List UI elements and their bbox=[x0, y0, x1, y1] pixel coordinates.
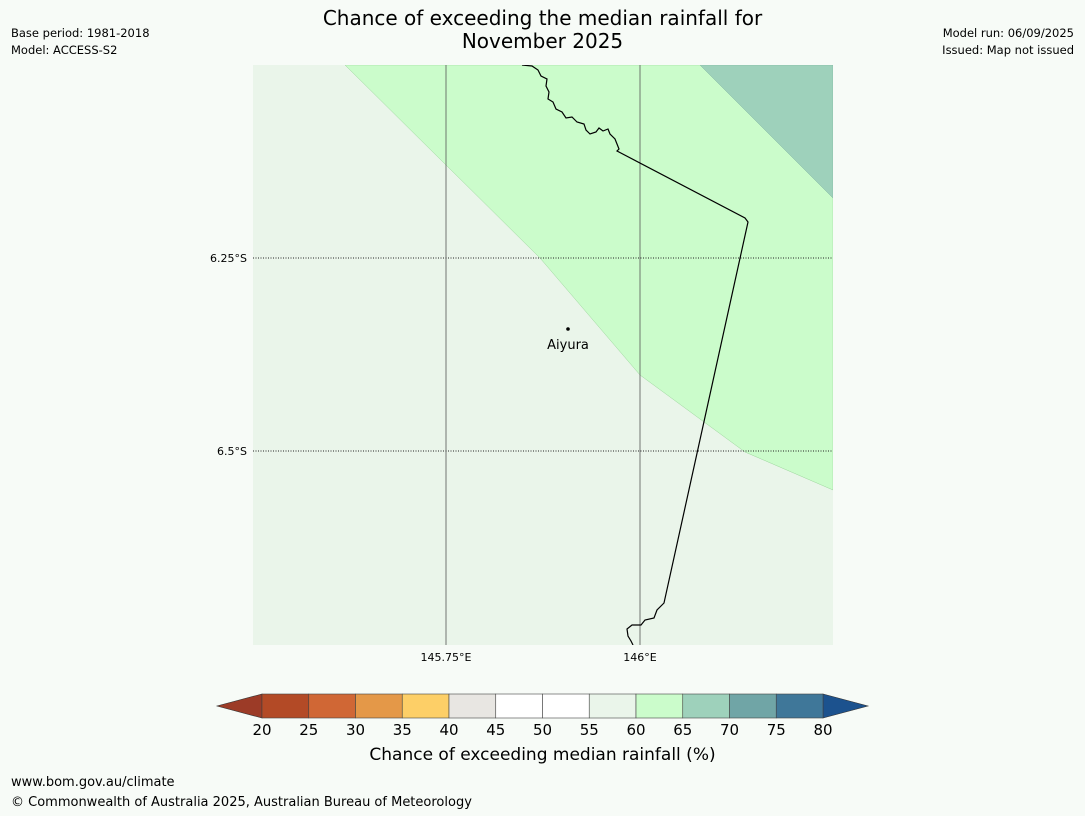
base-period-label: Base period: 1981-2018 bbox=[11, 26, 150, 40]
map-area bbox=[253, 65, 833, 645]
colorbar-bin-70-75 bbox=[729, 693, 777, 719]
colorbar-tick-label: 60 bbox=[626, 721, 645, 739]
title-line-1: Chance of exceeding the median rainfall … bbox=[322, 6, 763, 30]
colorbar-overflow-arrow bbox=[822, 693, 870, 719]
place-label: Aiyura bbox=[547, 338, 589, 353]
run-info: Model run: 06/09/2025 Issued: Map not is… bbox=[942, 25, 1074, 59]
probability-region-65-70 bbox=[699, 65, 833, 199]
colorbar-bin-50-55 bbox=[542, 693, 590, 719]
lat-label-6-25: 6.25°S bbox=[210, 252, 247, 265]
lon-label-146: 146°E bbox=[623, 651, 656, 664]
colorbar-tick-label: 50 bbox=[533, 721, 552, 739]
colorbar-bin-55-60 bbox=[588, 693, 637, 719]
map-title: Chance of exceeding the median rainfall … bbox=[250, 7, 835, 53]
colorbar-tick-label: 25 bbox=[299, 721, 318, 739]
copyright-notice: © Commonwealth of Australia 2025, Austra… bbox=[11, 795, 472, 810]
model-run-label: Model run: 06/09/2025 bbox=[942, 26, 1074, 40]
lon-label-145-75: 145.75°E bbox=[421, 651, 472, 664]
place-marker-aiyura: Aiyura bbox=[547, 327, 589, 353]
colorbar-bin-60-65 bbox=[635, 693, 684, 719]
colorbar-label: Chance of exceeding median rainfall (%) bbox=[369, 745, 716, 765]
issued-label: Issued: Map not issued bbox=[942, 43, 1074, 57]
colorbar-bin-40-45 bbox=[448, 693, 497, 719]
colorbar-bin-65-70 bbox=[682, 693, 730, 719]
probability-region-60-65 bbox=[344, 65, 833, 491]
lat-label-6-5: 6.5°S bbox=[217, 445, 247, 458]
colorbar-tick-label: 30 bbox=[346, 721, 365, 739]
model-info: Base period: 1981-2018 Model: ACCESS-S2 bbox=[11, 25, 150, 59]
place-dot bbox=[566, 327, 570, 331]
colorbar-bin-25-30 bbox=[308, 693, 356, 719]
border-coastline bbox=[521, 65, 749, 645]
colorbar-tick-label: 55 bbox=[580, 721, 599, 739]
colorbar-bin-75-80 bbox=[775, 693, 824, 719]
colorbar-tick-label: 80 bbox=[813, 721, 832, 739]
colorbar-underflow-arrow bbox=[215, 693, 263, 719]
colorbar-tick-label: 75 bbox=[767, 721, 786, 739]
colorbar-bin-35-40 bbox=[401, 693, 450, 719]
colorbar-tick-label: 65 bbox=[673, 721, 692, 739]
model-label: Model: ACCESS-S2 bbox=[11, 43, 118, 57]
colorbar-tick-label: 20 bbox=[252, 721, 271, 739]
colorbar-tick-label: 70 bbox=[720, 721, 739, 739]
colorbar-bin-30-35 bbox=[355, 693, 403, 719]
colorbar-tick-label: 45 bbox=[486, 721, 505, 739]
colorbar-bin-45-50 bbox=[495, 693, 543, 719]
colorbar-tick-label: 35 bbox=[393, 721, 412, 739]
colorbar-tick-label: 40 bbox=[439, 721, 458, 739]
colorbar-bin-20-25 bbox=[261, 693, 310, 719]
website-link[interactable]: www.bom.gov.au/climate bbox=[11, 775, 175, 790]
colorbar: 20 25 30 35 40 45 50 55 60 65 70 75 80 bbox=[215, 693, 870, 739]
title-line-2: November 2025 bbox=[461, 29, 624, 53]
